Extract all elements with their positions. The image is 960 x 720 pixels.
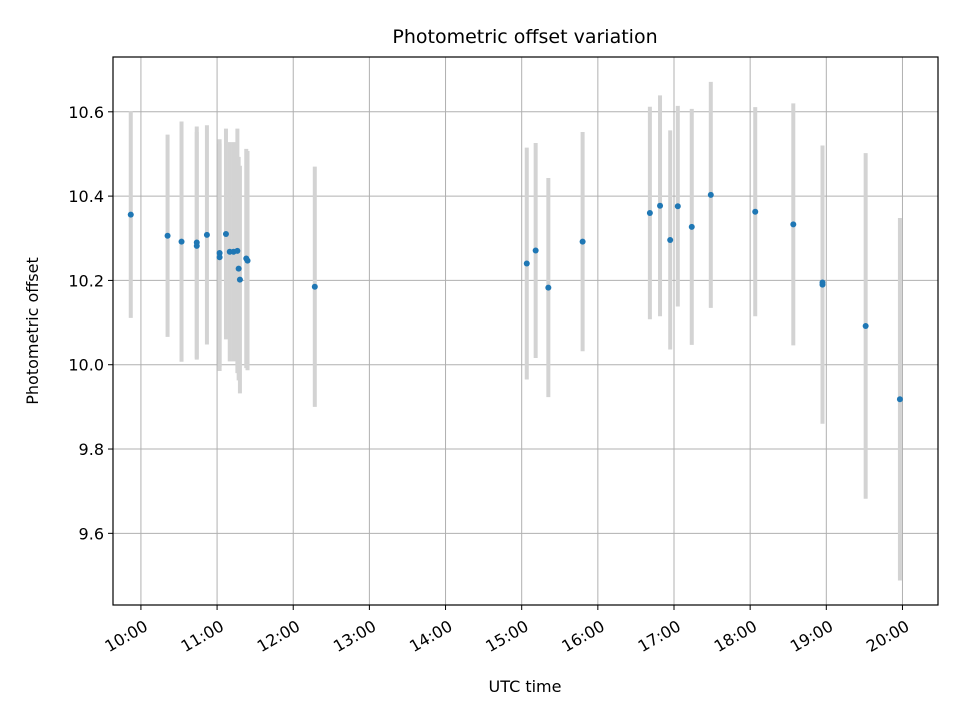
data-point bbox=[523, 260, 530, 267]
data-point bbox=[203, 231, 210, 238]
data-point bbox=[532, 247, 539, 254]
data-point bbox=[216, 254, 223, 261]
y-tick-label: 9.8 bbox=[79, 440, 104, 459]
data-points bbox=[127, 191, 903, 403]
x-axis-title: UTC time bbox=[489, 677, 562, 696]
data-point bbox=[545, 284, 552, 291]
plot-frame bbox=[112, 56, 939, 606]
data-point bbox=[667, 236, 674, 243]
data-point bbox=[862, 322, 869, 329]
data-point bbox=[707, 191, 714, 198]
data-point bbox=[164, 232, 171, 239]
y-axis-title: Photometric offset bbox=[23, 257, 42, 405]
data-point bbox=[311, 283, 318, 290]
data-point bbox=[896, 396, 903, 403]
data-point bbox=[216, 250, 223, 257]
chart-title: Photometric offset variation bbox=[392, 26, 657, 48]
data-point bbox=[127, 211, 134, 218]
data-point bbox=[234, 247, 241, 254]
data-point bbox=[646, 209, 653, 216]
y-axis-ticks: 9.6 9.8 10.0 10.2 10.4 10.6 bbox=[68, 103, 113, 543]
y-tick-label: 10.6 bbox=[68, 103, 104, 122]
data-point bbox=[222, 231, 229, 238]
data-point bbox=[674, 203, 681, 210]
data-point bbox=[819, 281, 826, 288]
y-tick-label: 10.4 bbox=[68, 187, 104, 206]
data-point bbox=[244, 257, 251, 264]
y-tick-label: 9.6 bbox=[79, 524, 104, 543]
data-point bbox=[193, 242, 200, 249]
y-tick-label: 10.2 bbox=[68, 271, 104, 290]
data-point bbox=[752, 208, 759, 215]
data-point bbox=[579, 238, 586, 245]
data-point bbox=[688, 223, 695, 230]
data-point bbox=[235, 265, 242, 272]
data-point bbox=[236, 276, 243, 283]
data-point bbox=[178, 238, 185, 245]
y-tick-label: 10.0 bbox=[68, 356, 104, 375]
data-point bbox=[657, 202, 664, 209]
data-point bbox=[790, 221, 797, 228]
